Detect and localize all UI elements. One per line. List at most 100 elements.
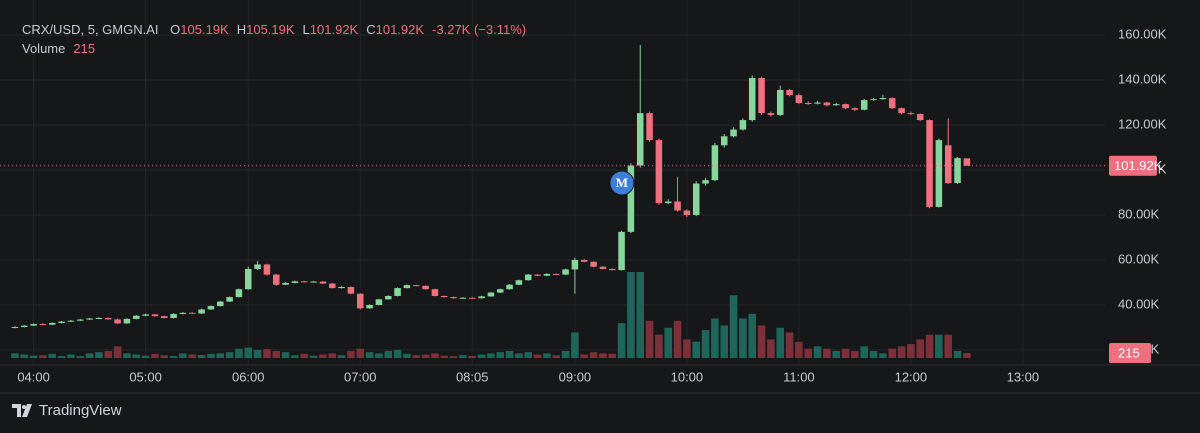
candle-body [188, 312, 196, 314]
volume-legend: Volume 215 [22, 41, 95, 56]
volume-bar [748, 313, 756, 358]
ohlc-key: H [236, 22, 247, 37]
candle-body [375, 299, 383, 305]
candle-body [543, 273, 551, 276]
volume-bar [729, 295, 738, 358]
candle-body [954, 158, 961, 184]
candle-body [571, 259, 579, 270]
candle-body [599, 266, 607, 269]
candle-body [132, 315, 140, 319]
candle-body [422, 285, 429, 290]
candle-body [468, 297, 476, 299]
candle-body [580, 259, 588, 262]
brand-logo: TradingView [12, 402, 122, 419]
volume-bar [580, 354, 588, 358]
volume-bar [795, 341, 803, 358]
candle-body [944, 145, 952, 184]
candle-body [198, 309, 205, 314]
candle-body [263, 264, 271, 275]
volume-bar [524, 352, 533, 358]
volume-bar [207, 353, 215, 358]
volume-bar [375, 353, 383, 358]
volume-bar [860, 346, 868, 358]
candle-body [524, 274, 532, 281]
candle-body [291, 281, 299, 283]
volume-bar [701, 330, 710, 358]
candle-body [48, 322, 56, 325]
volume-bar [29, 355, 38, 358]
volume-bar [141, 355, 150, 358]
volume-bar [720, 325, 728, 358]
volume-bar [160, 355, 169, 358]
volume-bar [263, 349, 271, 358]
candle-body [627, 165, 635, 232]
volume-bar [599, 353, 607, 358]
candle-body [487, 292, 495, 297]
volume-value: 215 [73, 41, 96, 56]
volume-bar [151, 353, 159, 358]
candle-body [160, 316, 168, 318]
volume-bar [132, 354, 141, 358]
candle-body [562, 269, 569, 275]
candle-body [244, 268, 252, 290]
volume-bar [617, 323, 626, 358]
ohlc-key: L [302, 22, 310, 37]
candle-body [347, 286, 355, 294]
candle-body [618, 231, 625, 271]
candle-body [963, 158, 971, 166]
candle-body [20, 325, 28, 327]
price-change: -3.27K (−3.11%) [432, 22, 527, 37]
volume-bar [739, 318, 747, 358]
volume-bar [272, 351, 281, 358]
last-volume-badge [1109, 343, 1151, 364]
x-tick-label: 11:00 [783, 369, 815, 384]
x-tick-label: 12:00 [895, 369, 928, 384]
brand-icon [12, 403, 32, 417]
candle-body [898, 108, 905, 114]
ohlc-key: C [366, 22, 376, 37]
volume-bar [225, 352, 234, 358]
candle-body [674, 201, 681, 211]
volume-bar [300, 353, 309, 358]
candle-body [664, 201, 672, 204]
volume-bar [664, 327, 672, 358]
candle-body [338, 286, 345, 289]
candle-body [86, 318, 93, 320]
candle-body [366, 304, 373, 309]
candle-body [123, 318, 131, 324]
volume-bar [95, 352, 103, 358]
x-tick-label: 09:00 [559, 369, 592, 384]
volume-bar [944, 334, 952, 358]
candle-body [394, 288, 401, 296]
ohlc-value: 105.19K [246, 22, 295, 37]
volume-bar [11, 353, 19, 358]
volume-bar [533, 354, 542, 358]
volume-bar [365, 352, 374, 358]
candle-body [450, 297, 457, 299]
volume-bar [776, 327, 784, 358]
candle-body [403, 285, 411, 289]
volume-bar [179, 353, 187, 358]
candle-body [67, 320, 75, 322]
x-tick-label: 08:05 [456, 369, 489, 384]
candle-body [720, 136, 728, 146]
volume-bar [337, 355, 346, 358]
volume-bar [757, 325, 766, 358]
candle-body [431, 289, 439, 296]
volume-bar [76, 356, 85, 358]
y-tick-label: 160.00K [1118, 27, 1167, 42]
candle-body [683, 210, 691, 215]
event-marker-label: M [616, 175, 628, 190]
candle-body [496, 289, 504, 293]
candle-body [459, 297, 467, 299]
x-tick-label: 13:00 [1007, 369, 1040, 384]
volume-bar [925, 334, 934, 358]
volume-bar [496, 352, 505, 358]
volume-bar [113, 346, 122, 358]
volume-bar [459, 355, 467, 358]
ohlc-value: 101.92K [309, 22, 359, 37]
candle-body [235, 289, 243, 298]
volume-bar [328, 353, 337, 358]
candle-body [478, 296, 485, 299]
volume-bar [244, 347, 253, 358]
